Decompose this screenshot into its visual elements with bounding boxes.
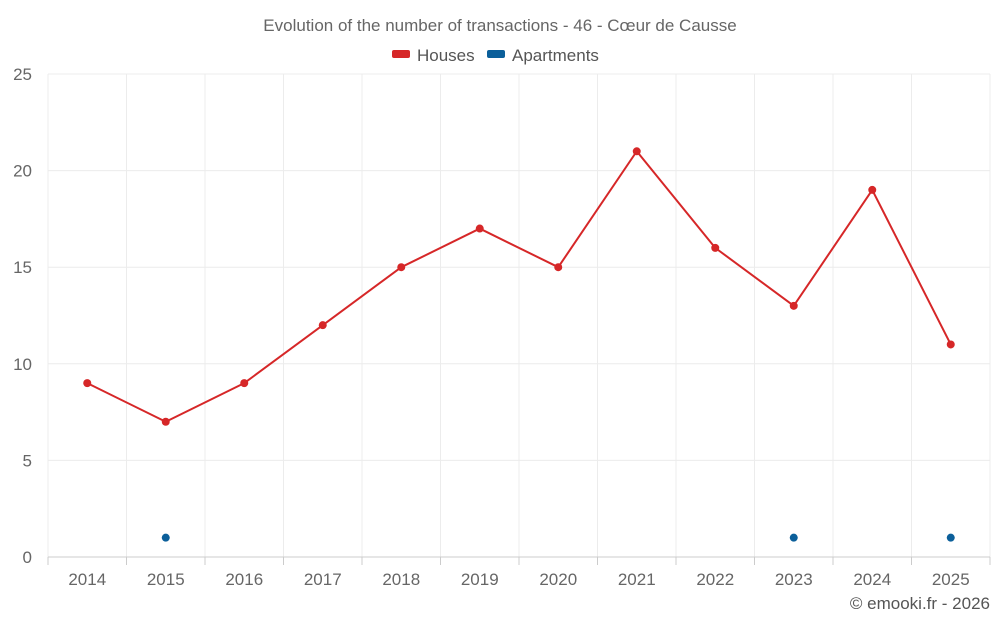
series-layer: [83, 147, 955, 542]
x-tick-label: 2023: [775, 570, 813, 589]
x-tick-label: 2022: [696, 570, 734, 589]
x-tick-label: 2019: [461, 570, 499, 589]
y-tick-label: 5: [23, 451, 32, 470]
series-line-houses: [86, 150, 952, 423]
x-tick-label: 2017: [304, 570, 342, 589]
copyright-footer: © emooki.fr - 2026: [850, 594, 990, 613]
x-tick-label: 2018: [382, 570, 420, 589]
data-point-houses: [83, 379, 92, 388]
x-tick-label: 2020: [539, 570, 577, 589]
legend-label-apartments: Apartments: [512, 46, 599, 65]
x-tick-label: 2014: [68, 570, 106, 589]
data-point-houses: [554, 263, 563, 272]
y-tick-label: 25: [13, 65, 32, 84]
data-point-houses: [397, 263, 406, 272]
data-point-houses: [868, 185, 877, 194]
y-axis: 0 5 10 15 20 25: [13, 65, 32, 567]
x-tick-label: 2016: [225, 570, 263, 589]
x-tick-label: 2024: [853, 570, 891, 589]
data-point-houses: [789, 301, 798, 310]
x-tick-label: 2015: [147, 570, 185, 589]
y-tick-label: 0: [23, 548, 32, 567]
data-point-houses: [240, 379, 249, 388]
data-point-apartments: [946, 533, 955, 542]
data-point-apartments: [161, 533, 170, 542]
data-point-houses: [946, 340, 955, 349]
data-point-houses: [711, 243, 720, 252]
data-point-houses: [632, 147, 641, 156]
x-tick-label: 2025: [932, 570, 970, 589]
legend: Houses Apartments: [392, 46, 599, 65]
x-axis: 2014 2015 2016 2017 2018 2019 2020 2021 2022 2023…: [47, 557, 991, 589]
y-tick-label: 20: [13, 162, 32, 181]
legend-label-houses: Houses: [417, 46, 475, 65]
x-tick-label: 2021: [618, 570, 656, 589]
grid: [47, 73, 991, 558]
legend-swatch-apartments: [487, 50, 505, 58]
data-point-houses: [318, 321, 327, 330]
data-point-apartments: [789, 533, 798, 542]
legend-swatch-houses: [392, 50, 410, 58]
data-point-houses: [161, 417, 170, 426]
chart-title: Evolution of the number of transactions …: [263, 16, 736, 35]
y-tick-label: 15: [13, 258, 32, 277]
y-tick-label: 10: [13, 355, 32, 374]
data-point-houses: [475, 224, 484, 233]
